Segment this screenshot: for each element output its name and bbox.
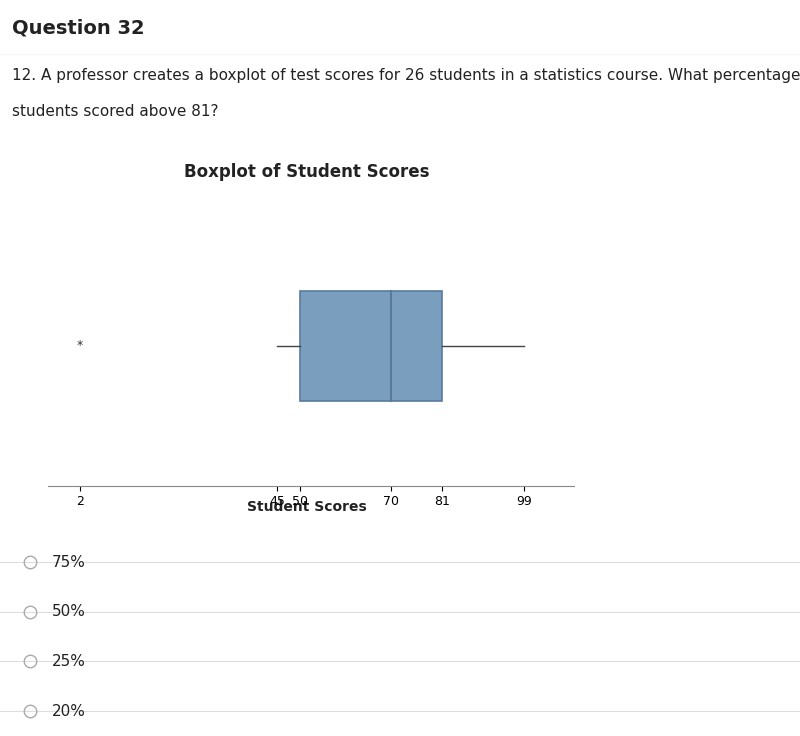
Text: 25%: 25% [52,654,86,669]
Text: *: * [77,339,83,353]
Text: 20%: 20% [52,704,86,718]
Bar [300,291,442,401]
Text: Question 32: Question 32 [12,18,145,37]
Text: 12. A professor creates a boxplot of test scores for 26 students in a statistics: 12. A professor creates a boxplot of tes… [12,68,800,83]
Text: 50%: 50% [52,604,86,619]
Text: students scored above 81?: students scored above 81? [12,104,218,118]
Text: Boxplot of Student Scores: Boxplot of Student Scores [185,163,430,181]
Text: 75%: 75% [52,555,86,570]
Text: Student Scores: Student Scores [247,500,367,514]
